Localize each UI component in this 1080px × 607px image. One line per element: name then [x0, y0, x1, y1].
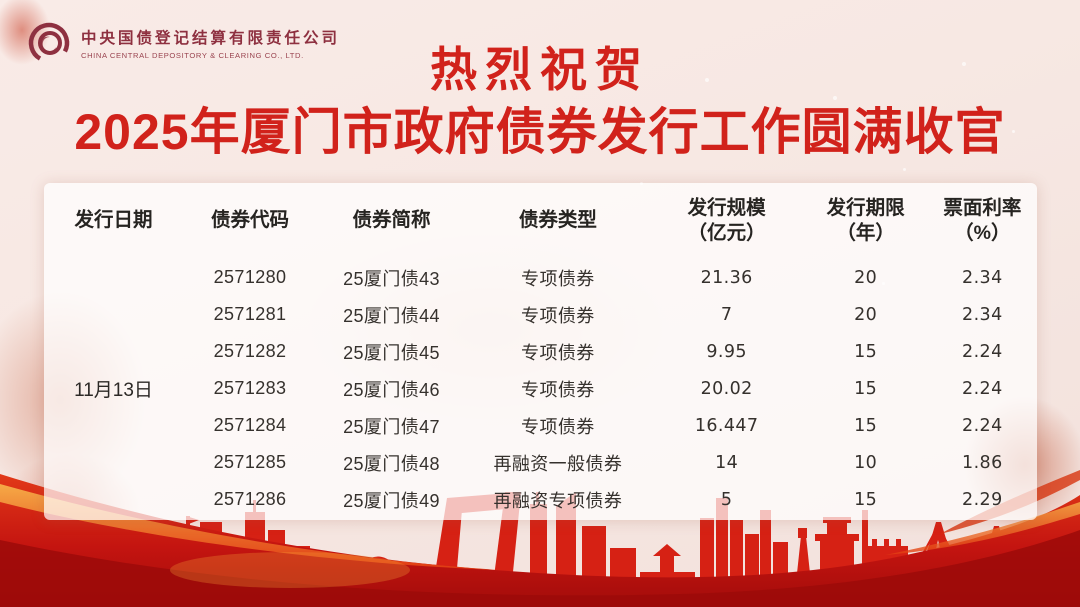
cell-type: 再融资一般债券 — [493, 453, 623, 474]
header-issue-term: 发行期限 （年） — [804, 196, 928, 247]
header-sublabel: （年） — [836, 222, 895, 244]
wave-dark-shadow — [0, 530, 1080, 607]
sparkle-dot — [705, 78, 709, 82]
header-label: 债券类型 — [518, 209, 597, 232]
title-congratulations: 热烈祝贺 — [430, 43, 650, 96]
cell-name: 25厦门债45 — [343, 342, 440, 363]
poster-title-block: 热烈祝贺 2025年厦门市政府债券发行工作圆满收官 — [0, 44, 1080, 162]
cell-term: 10 — [854, 452, 878, 473]
company-logo: 中央国债登记结算有限责任公司 CHINA CENTRAL DEPOSITORY … — [26, 20, 340, 66]
cell-name: 25厦门债48 — [343, 453, 440, 474]
sparkle-dot — [1012, 130, 1015, 133]
cell-scale: 16.447 — [694, 415, 759, 436]
header-sublabel: （%） — [954, 222, 1011, 244]
cell-code: 2571281 — [213, 304, 287, 324]
cell-rate: 2.34 — [962, 304, 1003, 325]
header-label: 发行期限 — [826, 196, 905, 219]
header-bond-code: 债券代码 — [183, 208, 317, 233]
wave-main — [0, 474, 1080, 607]
cell-scale: 9.95 — [706, 341, 747, 362]
cell-rate: 2.24 — [962, 341, 1003, 362]
cell-term: 15 — [854, 341, 878, 362]
company-name-en: CHINA CENTRAL DEPOSITORY & CLEARING CO.,… — [81, 51, 304, 60]
cell-scale: 7 — [720, 304, 733, 325]
header-label: 债券简称 — [352, 209, 431, 232]
cell-type: 专项债券 — [521, 305, 595, 326]
cell-rate: 2.34 — [962, 267, 1003, 288]
cell-scale: 14 — [715, 452, 739, 473]
sparkle-dot — [762, 142, 765, 145]
cell-name: 25厦门债46 — [343, 379, 440, 400]
cell-name: 25厦门债44 — [343, 305, 440, 326]
cell-scale: 20.02 — [700, 378, 753, 399]
table-header-row: 发行日期 债券代码 债券简称 债券类型 发行规模 （亿元） 发行期限 （年） 票… — [44, 183, 1037, 259]
cell-type: 专项债券 — [521, 416, 595, 437]
cell-code: 2571282 — [213, 341, 287, 361]
cell-scale: 21.36 — [700, 267, 753, 288]
cell-scale: 5 — [720, 489, 733, 510]
header-label: 发行日期 — [74, 209, 153, 232]
header-coupon-rate: 票面利率 （%） — [928, 196, 1037, 247]
header-label: 债券代码 — [211, 209, 290, 232]
cell-term: 15 — [854, 489, 878, 510]
cell-term: 20 — [854, 267, 878, 288]
cell-rate: 2.24 — [962, 415, 1003, 436]
cell-term: 15 — [854, 415, 878, 436]
cell-name: 25厦门债49 — [343, 490, 440, 511]
cell-type: 专项债券 — [521, 379, 595, 400]
cell-type: 专项债券 — [521, 268, 595, 289]
title-event: 2025年厦门市政府债券发行工作圆满收官 — [74, 103, 1006, 160]
cell-type: 专项债券 — [521, 342, 595, 363]
table-body: 11月13日 2571280 25厦门债43 专项债券 21.36 20 2.34 2571… — [44, 259, 1037, 518]
cell-code: 2571286 — [213, 489, 287, 509]
header-issue-scale: 发行规模 （亿元） — [650, 196, 804, 247]
header-bond-type: 债券类型 — [466, 208, 650, 233]
header-bond-short-name: 债券简称 — [317, 208, 466, 233]
cell-code: 2571280 — [213, 267, 287, 287]
cell-rate: 2.29 — [962, 489, 1003, 510]
cell-code: 2571285 — [213, 452, 287, 472]
sparkle-dot — [903, 168, 906, 171]
ccdc-logo-icon — [28, 22, 70, 64]
header-issue-date: 发行日期 — [44, 208, 183, 233]
sparkle-dot — [833, 96, 837, 100]
cell-type: 再融资专项债券 — [493, 490, 623, 511]
header-sublabel: （亿元） — [687, 222, 766, 244]
cell-term: 20 — [854, 304, 878, 325]
cell-code: 2571283 — [213, 378, 287, 398]
cell-term: 15 — [854, 378, 878, 399]
sparkle-dot — [962, 62, 966, 66]
header-label: 票面利率 — [943, 196, 1022, 219]
cell-rate: 1.86 — [962, 452, 1003, 473]
cell-code: 2571284 — [213, 415, 287, 435]
company-name-cn: 中央国债登记结算有限责任公司 — [81, 30, 341, 47]
issue-date-merged-cell: 11月13日 — [74, 380, 153, 401]
cell-name: 25厦门债43 — [343, 268, 440, 289]
header-label: 发行规模 — [687, 196, 766, 219]
bond-table-panel: 发行日期 债券代码 债券简称 债券类型 发行规模 （亿元） 发行期限 （年） 票… — [44, 183, 1037, 520]
cell-rate: 2.24 — [962, 378, 1003, 399]
wave-glow — [170, 552, 410, 588]
cell-name: 25厦门债47 — [343, 416, 440, 437]
